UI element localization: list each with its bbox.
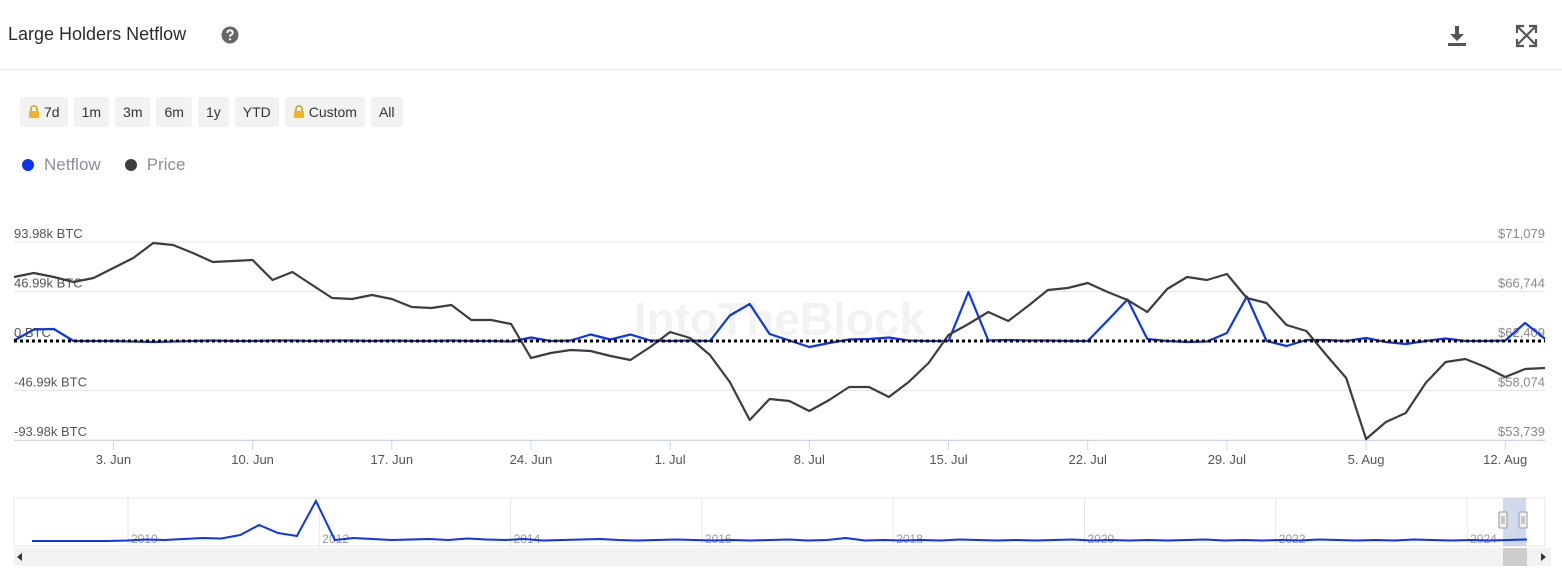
range-buttons: 7d 1m 3m 6m 1y YTD Custom All — [20, 97, 403, 127]
navigator-year-label: 2020 — [1088, 532, 1115, 546]
x-tick-label: 22. Jul — [1069, 452, 1107, 467]
range-button-label: YTD — [242, 104, 271, 120]
x-tick-label: 29. Jul — [1208, 452, 1246, 467]
x-tick-label: 24. Jun — [510, 452, 553, 467]
legend-marker — [22, 159, 34, 171]
help-icon[interactable] — [221, 26, 239, 44]
y-tick-label: 46.99k BTC — [14, 276, 83, 291]
fullscreen-icon[interactable] — [1515, 24, 1538, 48]
x-tick-label: 5. Aug — [1348, 452, 1385, 467]
header: Large Holders Netflow — [0, 0, 1562, 70]
toolbar-icons — [1448, 24, 1538, 48]
navigator-line — [32, 498, 1528, 542]
range-button[interactable]: 3m — [115, 97, 151, 127]
scroll-left[interactable] — [17, 553, 22, 561]
download-icon[interactable] — [1448, 26, 1466, 46]
navigator-year-label: 2022 — [1279, 532, 1306, 546]
x-tick-label: 10. Jun — [231, 452, 274, 467]
x-tick-label: 1. Jul — [655, 452, 686, 467]
navigator-year-label: 2016 — [705, 532, 732, 546]
scrollbar-track — [14, 548, 1551, 566]
range-button-label: 6m — [164, 104, 184, 120]
x-tick-label: 12. Aug — [1483, 452, 1527, 467]
navigator-year-label: 2024 — [1470, 532, 1497, 546]
range-button-label: 1m — [81, 104, 102, 120]
series-line — [13, 290, 1546, 349]
x-tick-label: 3. Jun — [96, 452, 131, 467]
legend-label: Price — [146, 155, 186, 174]
range-button-label: Custom — [308, 104, 357, 120]
range-button[interactable]: All — [370, 97, 403, 127]
legend-item[interactable]: Price — [124, 155, 186, 175]
x-tick-label: 8. Jul — [794, 452, 825, 467]
range-button[interactable]: 1m — [73, 97, 110, 127]
navigator-year-label: 2018 — [896, 532, 923, 546]
y-tick-label: 93.98k BTC — [14, 226, 83, 241]
legend: Netflow Price — [22, 155, 185, 175]
navigator-frame — [13, 497, 1546, 547]
range-button[interactable]: YTD — [234, 97, 279, 127]
y2-tick-label: $58,074 — [1498, 375, 1545, 390]
legend-item[interactable]: Netflow — [22, 155, 101, 175]
range-button-label: 1y — [205, 104, 221, 120]
chart-title: Large Holders Netflow — [8, 24, 187, 44]
range-button[interactable]: 6m — [156, 97, 192, 127]
range-button-label: 3m — [123, 104, 143, 120]
navigator-selection — [1503, 498, 1526, 546]
range-button[interactable]: Custom — [284, 97, 365, 127]
y2-tick-label: $71,079 — [1498, 226, 1545, 241]
y2-tick-label: $66,744 — [1498, 276, 1545, 291]
range-button-label: All — [378, 104, 395, 120]
y2-tick-label: $53,739 — [1498, 424, 1545, 439]
y-tick-label: -93.98k BTC — [14, 424, 87, 439]
navigator-handle[interactable] — [1498, 511, 1508, 529]
lock-icon — [293, 105, 304, 118]
range-button[interactable]: 1y — [197, 97, 229, 127]
range-button[interactable]: 7d — [20, 97, 68, 127]
scrollbar-thumb[interactable] — [1503, 548, 1527, 566]
range-button-label: 7d — [44, 104, 60, 120]
legend-marker — [124, 159, 137, 171]
x-tick-label: 15. Jul — [929, 452, 967, 467]
legend-label: Netflow — [44, 155, 101, 174]
y-tick-label: -46.99k BTC — [14, 375, 87, 390]
lock-icon — [29, 105, 39, 118]
x-tick-label: 17. Jun — [370, 452, 413, 467]
series-line — [13, 241, 1546, 441]
scroll-right[interactable] — [1541, 553, 1546, 561]
navigator-handle[interactable] — [1518, 511, 1528, 529]
